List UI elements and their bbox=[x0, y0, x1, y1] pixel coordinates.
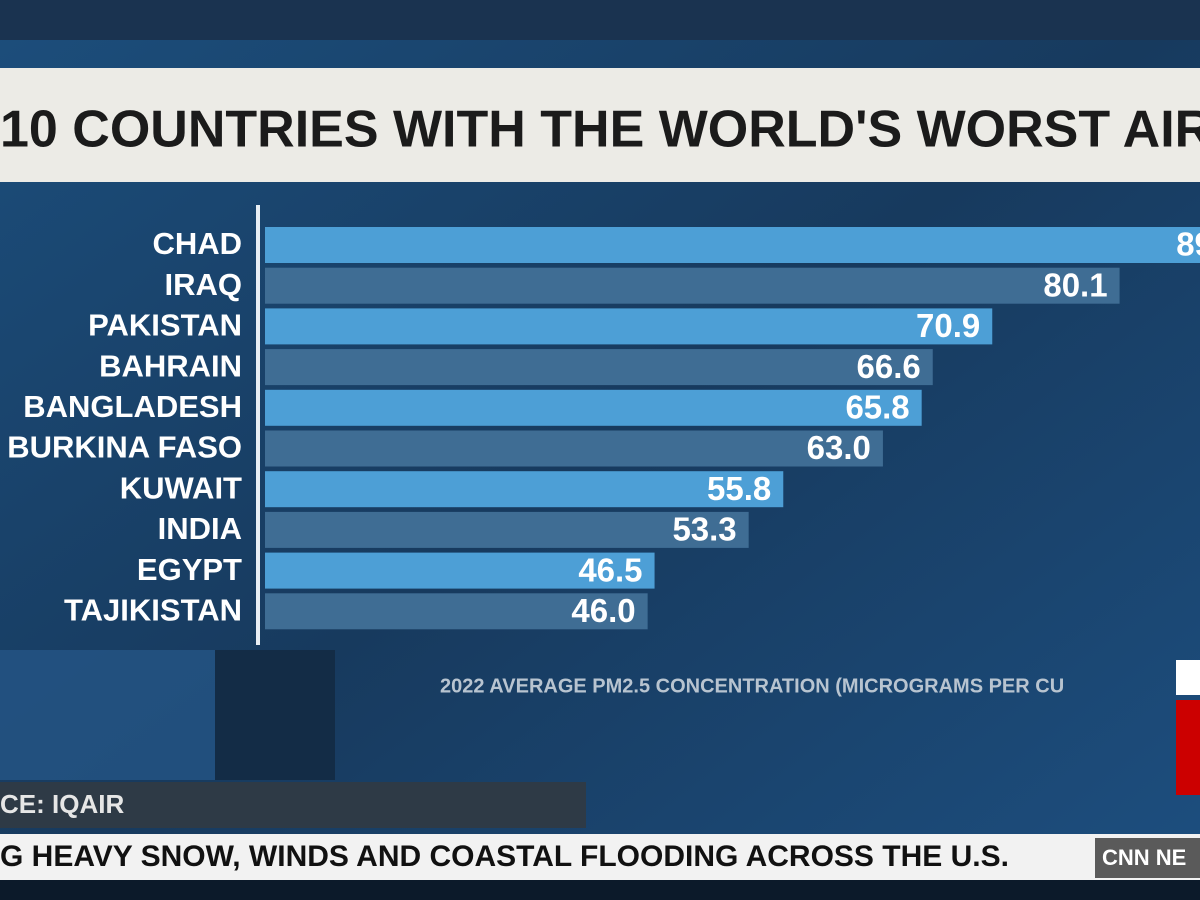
ticker-channel: CNN NE bbox=[1102, 845, 1186, 870]
category-label: PAKISTAN bbox=[88, 308, 242, 343]
value-label: 46.5 bbox=[578, 551, 642, 588]
category-label: BURKINA FASO bbox=[7, 430, 242, 465]
source-bar bbox=[0, 782, 586, 828]
value-label: 55.8 bbox=[707, 470, 771, 507]
bar bbox=[265, 430, 883, 467]
category-label: INDIA bbox=[158, 511, 242, 546]
bar bbox=[265, 511, 749, 548]
bar bbox=[265, 552, 655, 589]
title-band bbox=[0, 68, 1200, 182]
value-label: 66.6 bbox=[857, 348, 921, 385]
source: CE: IQAIR bbox=[0, 789, 124, 819]
value-label: 89.7 bbox=[1176, 226, 1200, 263]
value-label: 46.0 bbox=[571, 592, 635, 629]
bar bbox=[265, 471, 784, 508]
logo-top bbox=[1176, 660, 1200, 695]
category-label: BANGLADESH bbox=[23, 389, 242, 424]
bar bbox=[265, 267, 1120, 304]
category-label: BAHRAIN bbox=[99, 348, 242, 383]
category-label: EGYPT bbox=[137, 552, 242, 587]
bar bbox=[265, 593, 648, 630]
category-label: KUWAIT bbox=[120, 470, 242, 505]
bottom-band bbox=[0, 880, 1200, 900]
channel-box bbox=[1095, 838, 1200, 878]
category-label: TAJIKISTAN bbox=[64, 592, 242, 627]
value-label: 80.1 bbox=[1043, 266, 1107, 303]
bar bbox=[265, 227, 1200, 263]
chart-title: 10 COUNTRIES WITH THE WORLD'S WORST AIR … bbox=[0, 101, 1200, 159]
top-band bbox=[0, 0, 1200, 40]
category-label: IRAQ bbox=[165, 267, 243, 302]
ticker-bar bbox=[0, 834, 1200, 880]
bar bbox=[265, 308, 993, 345]
value-label: 53.3 bbox=[672, 511, 736, 548]
deco-panel bbox=[0, 650, 215, 780]
deco-panel bbox=[215, 650, 335, 780]
value-label: 65.8 bbox=[845, 389, 909, 426]
axis-title: 2022 AVERAGE PM2.5 CONCENTRATION (MICROG… bbox=[440, 675, 1064, 697]
category-label: CHAD bbox=[152, 226, 242, 261]
value-label: 70.9 bbox=[916, 307, 980, 344]
bar bbox=[265, 349, 933, 386]
bar bbox=[265, 389, 922, 426]
bars: CHAD 89.7 IRAQ 80.1 PAKISTAN 70.9 BAHRAIN 66.6 B… bbox=[7, 226, 1200, 630]
value-label: 63.0 bbox=[807, 429, 871, 466]
ticker-headline: G HEAVY SNOW, WINDS AND COASTAL FLOODING… bbox=[0, 840, 1009, 873]
cnn-logo bbox=[1176, 700, 1200, 795]
